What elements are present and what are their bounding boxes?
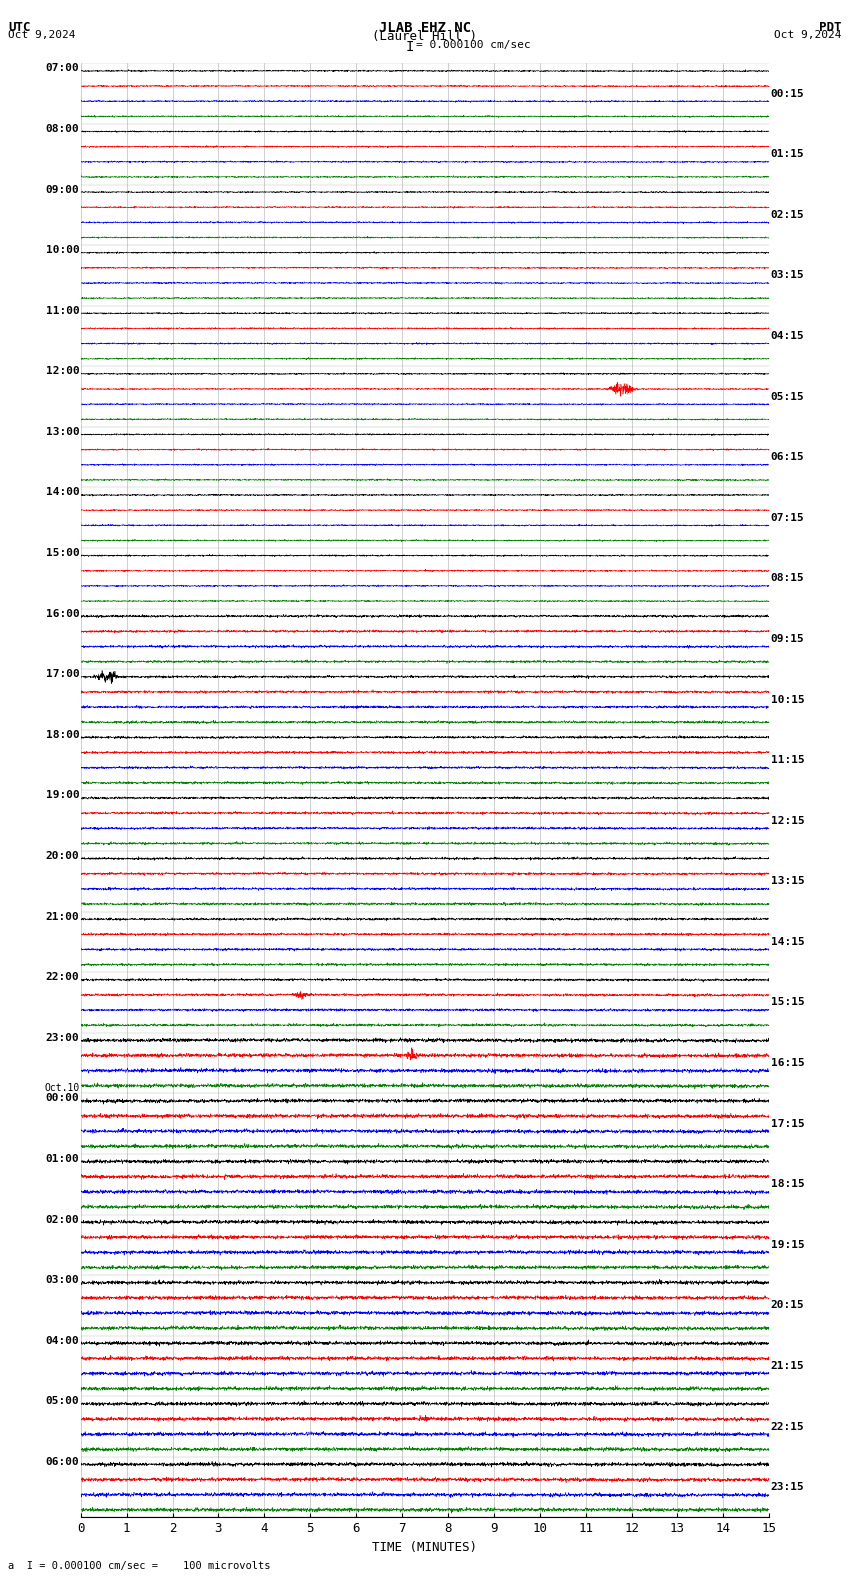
- Text: 22:15: 22:15: [771, 1421, 804, 1432]
- Text: 06:15: 06:15: [771, 451, 804, 463]
- Text: 04:00: 04:00: [46, 1335, 79, 1346]
- Text: 14:15: 14:15: [771, 936, 804, 947]
- Text: 21:15: 21:15: [771, 1361, 804, 1372]
- Text: 03:00: 03:00: [46, 1275, 79, 1285]
- Text: UTC: UTC: [8, 21, 31, 35]
- Text: 05:15: 05:15: [771, 391, 804, 402]
- Text: 11:15: 11:15: [771, 756, 804, 765]
- Text: 05:00: 05:00: [46, 1397, 79, 1407]
- Text: 13:00: 13:00: [46, 428, 79, 437]
- Text: 17:00: 17:00: [46, 668, 79, 680]
- Text: 23:15: 23:15: [771, 1483, 804, 1492]
- Text: Oct.10: Oct.10: [44, 1083, 79, 1093]
- X-axis label: TIME (MINUTES): TIME (MINUTES): [372, 1541, 478, 1554]
- Text: 10:00: 10:00: [46, 246, 79, 255]
- Text: 09:00: 09:00: [46, 184, 79, 195]
- Text: 10:15: 10:15: [771, 694, 804, 705]
- Text: 04:15: 04:15: [771, 331, 804, 341]
- Text: 13:15: 13:15: [771, 876, 804, 887]
- Text: a  I = 0.000100 cm/sec =    100 microvolts: a I = 0.000100 cm/sec = 100 microvolts: [8, 1562, 271, 1571]
- Text: 16:15: 16:15: [771, 1058, 804, 1068]
- Text: Oct 9,2024: Oct 9,2024: [774, 30, 842, 40]
- Text: 08:15: 08:15: [771, 573, 804, 583]
- Text: 20:00: 20:00: [46, 851, 79, 862]
- Text: PDT: PDT: [819, 21, 842, 35]
- Text: (Laurel Hill ): (Laurel Hill ): [372, 30, 478, 43]
- Text: 03:15: 03:15: [771, 271, 804, 280]
- Text: 01:15: 01:15: [771, 149, 804, 160]
- Text: 06:00: 06:00: [46, 1457, 79, 1467]
- Text: 17:15: 17:15: [771, 1118, 804, 1129]
- Text: 20:15: 20:15: [771, 1300, 804, 1310]
- Text: 15:15: 15:15: [771, 998, 804, 1007]
- Text: 02:15: 02:15: [771, 209, 804, 220]
- Text: 00:00: 00:00: [46, 1093, 79, 1104]
- Text: Oct 9,2024: Oct 9,2024: [8, 30, 76, 40]
- Text: 00:15: 00:15: [771, 89, 804, 98]
- Text: 22:00: 22:00: [46, 973, 79, 982]
- Text: 21:00: 21:00: [46, 911, 79, 922]
- Text: 15:00: 15:00: [46, 548, 79, 558]
- Text: 19:15: 19:15: [771, 1240, 804, 1250]
- Text: 14:00: 14:00: [46, 488, 79, 497]
- Text: 16:00: 16:00: [46, 608, 79, 619]
- Text: 07:15: 07:15: [771, 513, 804, 523]
- Text: 19:00: 19:00: [46, 790, 79, 800]
- Text: 18:00: 18:00: [46, 730, 79, 740]
- Text: 02:00: 02:00: [46, 1215, 79, 1224]
- Text: 09:15: 09:15: [771, 634, 804, 645]
- Text: 07:00: 07:00: [46, 63, 79, 73]
- Text: I: I: [405, 40, 414, 54]
- Text: 18:15: 18:15: [771, 1178, 804, 1190]
- Text: 12:00: 12:00: [46, 366, 79, 377]
- Text: 01:00: 01:00: [46, 1153, 79, 1164]
- Text: 08:00: 08:00: [46, 124, 79, 135]
- Text: 12:15: 12:15: [771, 816, 804, 825]
- Text: 11:00: 11:00: [46, 306, 79, 315]
- Text: = 0.000100 cm/sec: = 0.000100 cm/sec: [416, 40, 531, 51]
- Text: JLAB EHZ NC: JLAB EHZ NC: [379, 21, 471, 35]
- Text: 23:00: 23:00: [46, 1033, 79, 1042]
